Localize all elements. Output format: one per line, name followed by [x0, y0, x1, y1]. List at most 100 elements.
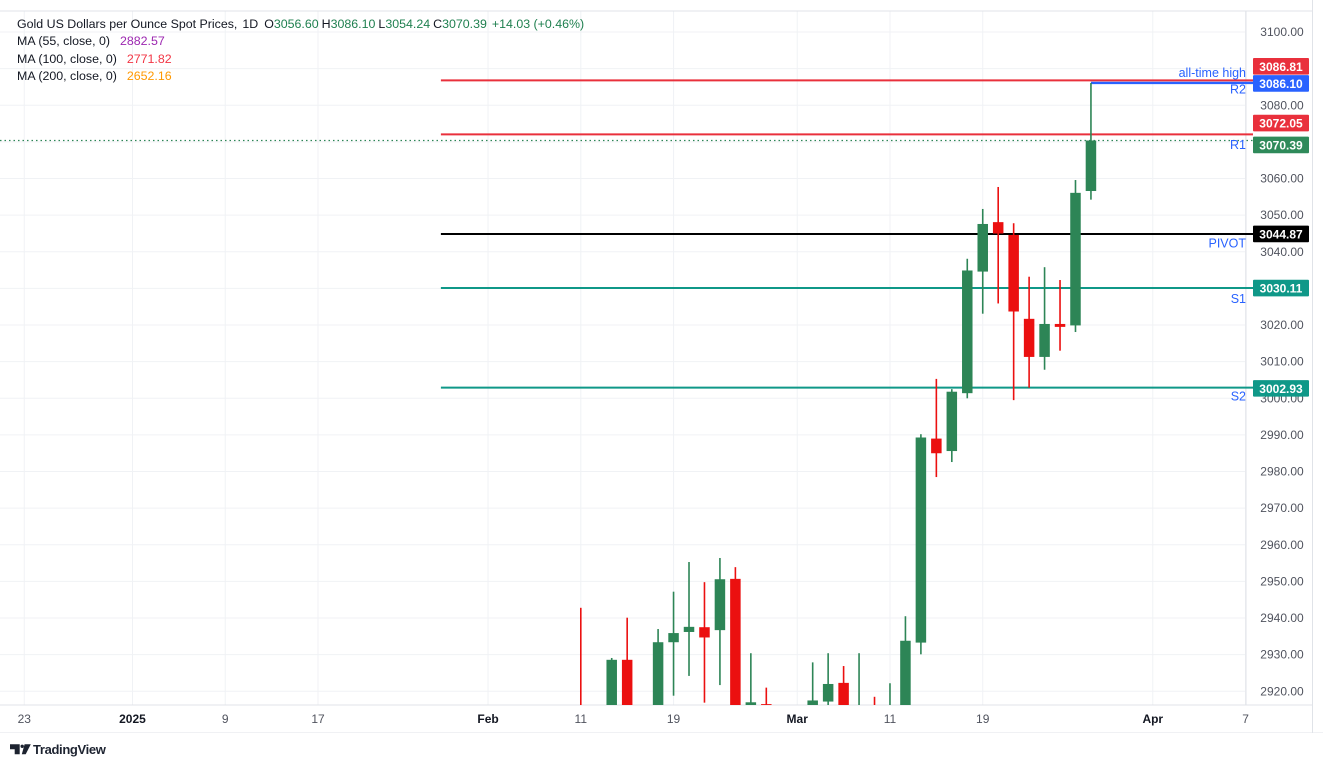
ma55-value: 2882.57 [119, 34, 165, 49]
candle-2025-03-12[interactable] [900, 616, 911, 716]
candle-body [977, 223, 988, 272]
price-tick-label: 2950.00 [1260, 574, 1304, 588]
brand-name[interactable]: TradingView [33, 742, 106, 757]
candle-2025-02-24[interactable] [714, 557, 726, 686]
candle-body [992, 222, 1004, 234]
candle-2025-02-26[interactable] [745, 653, 757, 769]
level-label-s2: S2 [1231, 390, 1246, 404]
candle-wick [811, 662, 814, 705]
time-tick-label: 11 [575, 712, 588, 726]
indicator-row-ma100[interactable]: MA (100, close, 0) 2771.82 [17, 51, 584, 68]
change-value: +14.03 (+0.46%) [491, 17, 585, 31]
footer-bar: TradingView [0, 733, 1323, 769]
candle-2025-03-06[interactable] [838, 666, 849, 769]
candles[interactable] [576, 82, 1097, 769]
candle-2025-02-18[interactable] [652, 629, 664, 769]
price-tick-label: 3010.00 [1260, 355, 1304, 369]
price-badge-pivot-text: 3044.87 [1259, 227, 1303, 241]
candle-wick [997, 186, 999, 304]
interval-label[interactable]: 1D [242, 17, 259, 31]
ma200-label[interactable]: MA (200, close, 0) [17, 68, 117, 83]
candle-wick [935, 378, 938, 478]
candle-body [683, 626, 695, 632]
candle-2025-03-07[interactable] [854, 653, 865, 769]
price-badge-s2-text: 3002.93 [1259, 382, 1303, 396]
candle-body [1008, 234, 1019, 312]
open-value: 3056.60 [273, 17, 319, 31]
candle-2025-02-13[interactable] [606, 657, 617, 769]
candle-2025-03-17[interactable] [946, 389, 958, 463]
price-tick-label: 3020.00 [1260, 318, 1304, 332]
price-tick-label: 2930.00 [1260, 648, 1304, 662]
candle-wick [1059, 280, 1061, 351]
candle-2025-02-11[interactable] [576, 607, 587, 769]
time-tick-label: 17 [311, 712, 325, 726]
price-badge-r1 [1253, 114, 1309, 132]
candle-2025-02-19[interactable] [668, 591, 679, 696]
price-badge-s1 [1253, 279, 1309, 297]
level-label-pivot: PIVOT [1208, 236, 1246, 250]
price-tick-label: 2920.00 [1260, 684, 1304, 698]
candle-body [900, 640, 911, 705]
candle-2025-03-11[interactable] [885, 683, 896, 769]
candle-2025-03-10[interactable] [869, 696, 880, 769]
price-badge-s2 [1253, 380, 1309, 397]
candle-2025-02-25[interactable] [730, 567, 741, 769]
candle-2025-03-13[interactable] [915, 434, 927, 655]
candle-2025-03-18[interactable] [962, 258, 973, 399]
candle-2025-03-28[interactable] [1085, 82, 1097, 200]
candle-2025-03-26[interactable] [1054, 280, 1066, 351]
low-label: L [378, 17, 386, 31]
indicator-row-ma55[interactable]: MA (55, close, 0) 2882.57 [17, 33, 584, 50]
candle-body [1085, 140, 1097, 192]
price-tick-label: 2970.00 [1260, 501, 1304, 515]
price-tick-label: 3060.00 [1260, 172, 1304, 186]
legend-symbol-row[interactable]: Gold US Dollars per Ounce Spot Prices, 1D… [17, 16, 584, 33]
ma55-label[interactable]: MA (55, close, 0) [17, 34, 110, 49]
candle-2025-02-20[interactable] [683, 562, 695, 676]
candle-2025-02-21[interactable] [699, 582, 710, 703]
tradingview-logo-icon[interactable] [10, 744, 32, 756]
candle-2025-03-19[interactable] [977, 208, 988, 314]
candle-2025-02-14[interactable] [621, 617, 633, 769]
candle-body [730, 578, 741, 705]
level-label-r2: R2 [1230, 82, 1246, 96]
price-badge-r1-text: 3072.05 [1259, 117, 1303, 131]
candle-2025-03-04[interactable] [807, 662, 818, 769]
price-tick-label: 2940.00 [1260, 611, 1304, 625]
candle-2025-03-25[interactable] [1039, 267, 1050, 370]
candle-body [761, 704, 772, 705]
candle-body [1023, 318, 1035, 357]
indicator-row-ma200[interactable]: MA (200, close, 0) 2652.16 [17, 68, 584, 85]
close-value: 3070.39 [442, 17, 487, 31]
candle-body [854, 728, 865, 731]
time-axis[interactable]: 23 2025 9 17 Feb 11 19 Mar 11 19 Apr 7 [18, 712, 1250, 726]
candle-body [606, 659, 617, 705]
high-label: H [321, 17, 331, 31]
level-label-r1: R1 [1230, 138, 1246, 152]
ma100-label[interactable]: MA (100, close, 0) [17, 51, 117, 66]
price-badge-s1-text: 3030.11 [1260, 282, 1303, 296]
candle-2025-03-21[interactable] [1008, 223, 1019, 401]
candle-body [714, 579, 726, 631]
candle-2025-03-24[interactable] [1023, 276, 1035, 388]
time-tick-label: 2025 [119, 712, 146, 726]
ma200-value: 2652.16 [126, 68, 172, 83]
candle-2025-03-20[interactable] [992, 186, 1004, 304]
ma100-value: 2771.82 [126, 51, 172, 66]
candle-2025-03-05[interactable] [822, 653, 834, 769]
candle-2025-03-14[interactable] [931, 378, 942, 478]
time-tick-label: 9 [222, 712, 229, 726]
price-badge-pivot [1253, 225, 1309, 243]
candle-2025-03-27[interactable] [1070, 180, 1081, 333]
price-tick-label: 3080.00 [1260, 98, 1304, 112]
symbol-title[interactable]: Gold US Dollars per Ounce Spot Prices, [17, 17, 238, 31]
time-tick-label: 11 [884, 712, 897, 726]
time-tick-label: 7 [1242, 712, 1249, 726]
candle-2025-02-27[interactable] [761, 687, 772, 769]
candle-wick [858, 653, 860, 705]
candle-body [931, 438, 942, 454]
price-tick-label: 3040.00 [1260, 245, 1304, 259]
